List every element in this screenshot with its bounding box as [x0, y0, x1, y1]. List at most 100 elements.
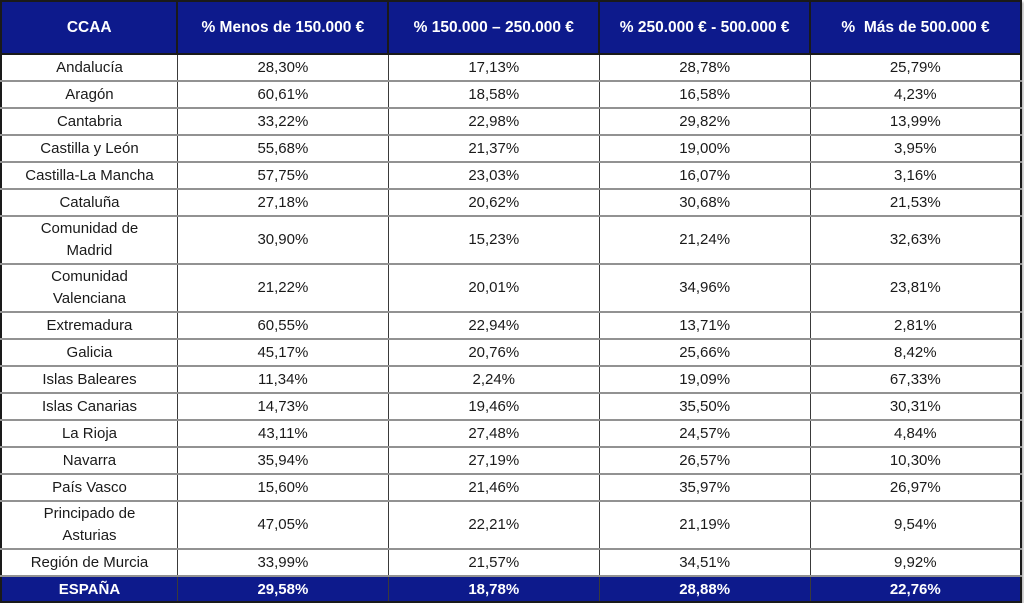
table-row: Cataluña 27,18% 20,62% 30,68% 21,53%	[0, 188, 1021, 217]
value-cell: 34,51%	[598, 548, 811, 577]
value-cell: 43,11%	[176, 419, 389, 448]
value-cell: 23,03%	[387, 161, 600, 190]
table-row: Comunidad de Madrid 30,90% 15,23% 21,24% 32,…	[0, 215, 1021, 265]
value-cell: 35,97%	[598, 473, 811, 502]
region-name-cell: Galicia	[0, 338, 178, 367]
value-cell: 21,22%	[176, 263, 389, 313]
table-row: Castilla-La Mancha 57,75% 23,03% 16,07% 3,16…	[0, 161, 1021, 190]
value-cell: 11,34%	[176, 365, 389, 394]
value-cell: 21,24%	[598, 215, 811, 265]
column-header-250k-500k: % 250.000 € - 500.000 €	[598, 1, 811, 55]
value-cell: 60,61%	[176, 80, 389, 109]
table-row: País Vasco 15,60% 21,46% 35,97% 26,97%	[0, 473, 1021, 502]
value-cell: 16,58%	[598, 80, 811, 109]
value-cell: 4,23%	[809, 80, 1021, 109]
region-name-cell: Castilla-La Mancha	[0, 161, 178, 190]
value-cell: 20,62%	[387, 188, 600, 217]
value-cell: 10,30%	[809, 446, 1021, 475]
value-cell: 18,58%	[387, 80, 600, 109]
value-cell: 25,79%	[809, 53, 1021, 82]
value-cell: 30,90%	[176, 215, 389, 265]
header-row: CCAA % Menos de 150.000 € % 150.000 – 25…	[0, 1, 1021, 55]
value-cell: 17,13%	[387, 53, 600, 82]
value-cell: 34,96%	[598, 263, 811, 313]
value-cell: 24,57%	[598, 419, 811, 448]
value-cell: 8,42%	[809, 338, 1021, 367]
region-name-cell: La Rioja	[0, 419, 178, 448]
table-row: La Rioja 43,11% 27,48% 24,57% 4,84%	[0, 419, 1021, 448]
value-cell: 60,55%	[176, 311, 389, 340]
value-cell: 29,82%	[598, 107, 811, 136]
table-row: Islas Baleares 11,34% 2,24% 19,09% 67,33%	[0, 365, 1021, 394]
totals-cell: 22,76%	[809, 575, 1021, 602]
region-name-cell: Islas Canarias	[0, 392, 178, 421]
table-row: Andalucía 28,30% 17,13% 28,78% 25,79%	[0, 53, 1021, 82]
value-cell: 28,78%	[598, 53, 811, 82]
totals-label: ESPAÑA	[0, 575, 178, 602]
table-row: Castilla y León 55,68% 21,37% 19,00% 3,95%	[0, 134, 1021, 163]
table-row: Galicia 45,17% 20,76% 25,66% 8,42%	[0, 338, 1021, 367]
value-cell: 9,54%	[809, 500, 1021, 550]
value-cell: 47,05%	[176, 500, 389, 550]
totals-cell: 28,88%	[598, 575, 811, 602]
value-cell: 22,94%	[387, 311, 600, 340]
region-name-cell: Andalucía	[0, 53, 178, 82]
value-cell: 22,98%	[387, 107, 600, 136]
value-cell: 23,81%	[809, 263, 1021, 313]
value-cell: 9,92%	[809, 548, 1021, 577]
value-cell: 20,76%	[387, 338, 600, 367]
value-cell: 16,07%	[598, 161, 811, 190]
table-row: Navarra 35,94% 27,19% 26,57% 10,30%	[0, 446, 1021, 475]
value-cell: 15,60%	[176, 473, 389, 502]
region-name-cell: País Vasco	[0, 473, 178, 502]
region-name-cell: Cataluña	[0, 188, 178, 217]
totals-cell: 29,58%	[176, 575, 389, 602]
region-name-cell: Navarra	[0, 446, 178, 475]
value-cell: 21,46%	[387, 473, 600, 502]
table-row: Principado de Asturias 47,05% 22,21% 21,19%…	[0, 500, 1021, 550]
value-cell: 30,68%	[598, 188, 811, 217]
value-cell: 2,81%	[809, 311, 1021, 340]
value-cell: 21,57%	[387, 548, 600, 577]
value-cell: 27,18%	[176, 188, 389, 217]
value-cell: 21,37%	[387, 134, 600, 163]
value-cell: 14,73%	[176, 392, 389, 421]
table-footer: ESPAÑA 29,58% 18,78% 28,88% 22,76%	[0, 575, 1021, 602]
value-cell: 2,24%	[387, 365, 600, 394]
region-name-cell: Región de Murcia	[0, 548, 178, 577]
value-cell: 15,23%	[387, 215, 600, 265]
column-header-menos-150k: % Menos de 150.000 €	[176, 1, 389, 55]
value-cell: 33,22%	[176, 107, 389, 136]
value-cell: 21,53%	[809, 188, 1021, 217]
table-row: Región de Murcia 33,99% 21,57% 34,51% 9,92%	[0, 548, 1021, 577]
value-cell: 33,99%	[176, 548, 389, 577]
value-cell: 30,31%	[809, 392, 1021, 421]
value-cell: 67,33%	[809, 365, 1021, 394]
table-row: Aragón 60,61% 18,58% 16,58% 4,23%	[0, 80, 1021, 109]
value-cell: 26,57%	[598, 446, 811, 475]
column-header-150k-250k: % 150.000 – 250.000 €	[387, 1, 600, 55]
value-cell: 19,09%	[598, 365, 811, 394]
region-name-cell: Comunidad de Madrid	[0, 215, 178, 265]
value-cell: 13,71%	[598, 311, 811, 340]
region-name-cell: Castilla y León	[0, 134, 178, 163]
value-cell: 13,99%	[809, 107, 1021, 136]
table-row: Cantabria 33,22% 22,98% 29,82% 13,99%	[0, 107, 1021, 136]
table-row: Islas Canarias 14,73% 19,46% 35,50% 30,31%	[0, 392, 1021, 421]
value-cell: 22,21%	[387, 500, 600, 550]
table-header: CCAA % Menos de 150.000 € % 150.000 – 25…	[0, 1, 1021, 55]
value-cell: 45,17%	[176, 338, 389, 367]
value-cell: 35,50%	[598, 392, 811, 421]
value-cell: 20,01%	[387, 263, 600, 313]
value-cell: 26,97%	[809, 473, 1021, 502]
value-cell: 25,66%	[598, 338, 811, 367]
region-name-cell: Comunidad Valenciana	[0, 263, 178, 313]
value-cell: 4,84%	[809, 419, 1021, 448]
value-cell: 19,46%	[387, 392, 600, 421]
value-cell: 27,19%	[387, 446, 600, 475]
value-cell: 28,30%	[176, 53, 389, 82]
value-cell: 3,95%	[809, 134, 1021, 163]
totals-cell: 18,78%	[387, 575, 600, 602]
